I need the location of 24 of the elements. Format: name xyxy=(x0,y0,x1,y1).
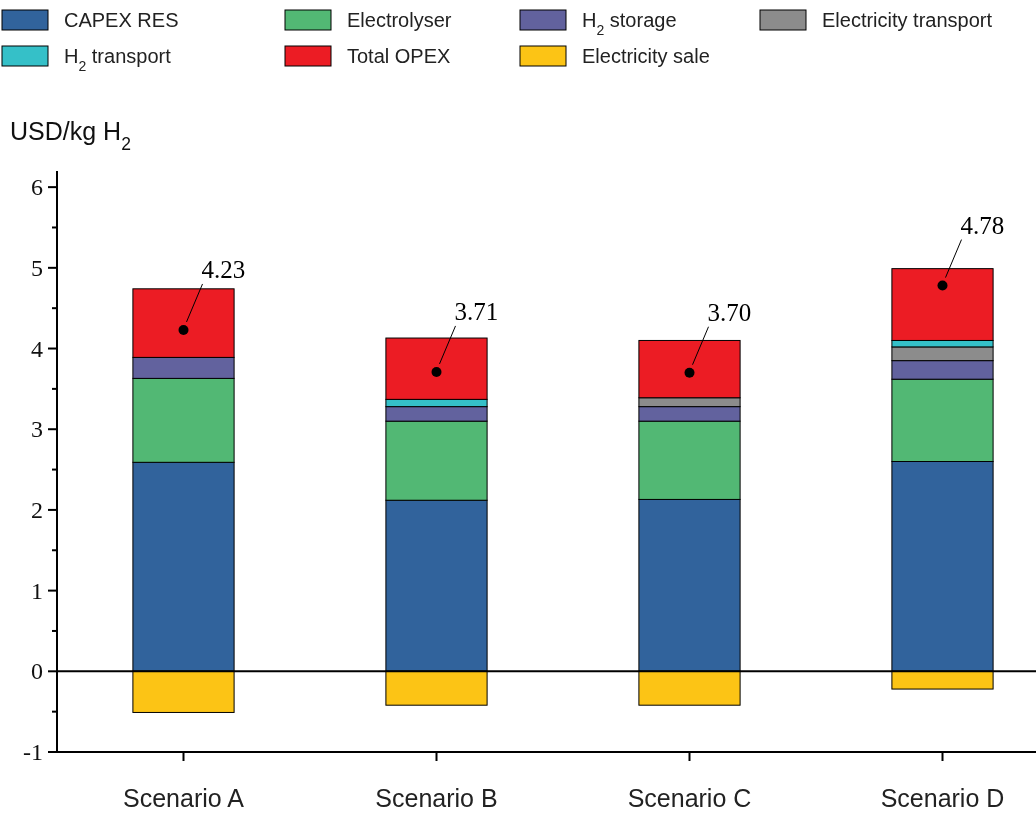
y-tick-label: 0 xyxy=(31,658,43,685)
legend-label: Electricity sale xyxy=(582,45,710,67)
legend-label: H$_{2}$ storage xyxy=(582,9,677,38)
data-label: 3.71 xyxy=(454,297,499,325)
x-tick-label: Scenario B xyxy=(375,784,498,812)
legend-label: CAPEX RES xyxy=(64,9,179,31)
y-tick-label: -1 xyxy=(23,739,43,765)
y-tick-label: 4 xyxy=(31,335,43,362)
data-label: 3.70 xyxy=(707,298,752,326)
y-tick-label: 3 xyxy=(31,416,43,443)
data-label: 4.23 xyxy=(201,255,246,283)
x-tick-label: Scenario C xyxy=(627,784,752,812)
y-tick-label: 2 xyxy=(31,496,43,523)
legend-label: H$_{2}$ transport xyxy=(64,45,172,74)
data-label: 4.78 xyxy=(960,211,1005,239)
y-axis-title: USD/kg H$_{2}$ xyxy=(10,117,131,154)
y-tick-label: 1 xyxy=(31,577,43,604)
y-tick-label: 6 xyxy=(31,174,43,201)
legend-label: Total OPEX xyxy=(347,45,451,67)
y-tick-label: 5 xyxy=(31,254,43,281)
legend-label: Electricity transport xyxy=(822,9,993,31)
x-tick-label: Scenario A xyxy=(123,784,245,812)
x-tick-label: Scenario D xyxy=(880,784,1005,812)
legend-label: Electrolyser xyxy=(347,9,452,31)
